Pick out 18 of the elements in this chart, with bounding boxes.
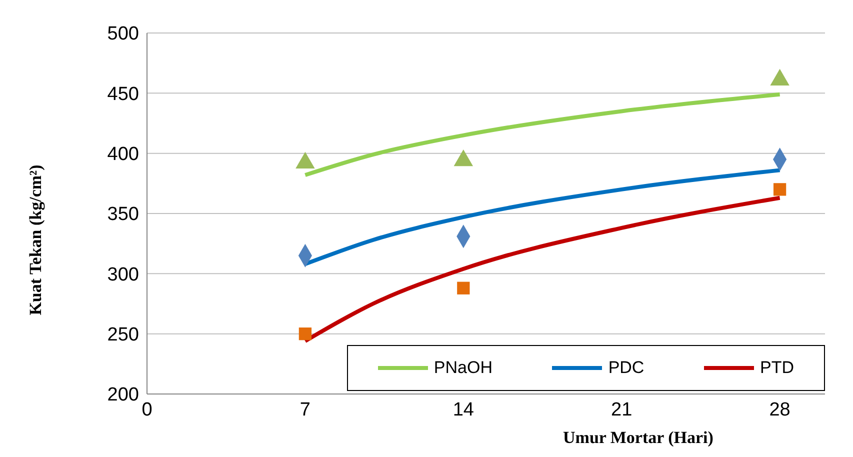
- x-tick-label: 0: [142, 399, 152, 420]
- legend-label: PNaOH: [434, 358, 492, 378]
- legend-label: PDC: [608, 358, 644, 378]
- y-tick-label: 500: [107, 24, 139, 45]
- x-tick-label: 14: [452, 399, 474, 420]
- x-tick-label: 21: [611, 399, 632, 420]
- y-tick-label: 200: [107, 384, 139, 406]
- y-tick-label: 250: [107, 324, 139, 346]
- y-tick-label: 300: [107, 264, 139, 286]
- line-series: [303, 92, 782, 177]
- y-tick-label: 350: [107, 204, 139, 226]
- x-tick-label: 7: [300, 399, 310, 420]
- legend-label: PTD: [760, 358, 794, 378]
- x-tick-label: 28: [769, 399, 790, 420]
- y-tick-label: 400: [107, 144, 139, 166]
- y-axis-title: Kuat Tekan (kg/cm²): [26, 164, 46, 316]
- x-axis-title: Umur Mortar (Hari): [563, 428, 714, 448]
- y-tick-label: 450: [107, 84, 139, 105]
